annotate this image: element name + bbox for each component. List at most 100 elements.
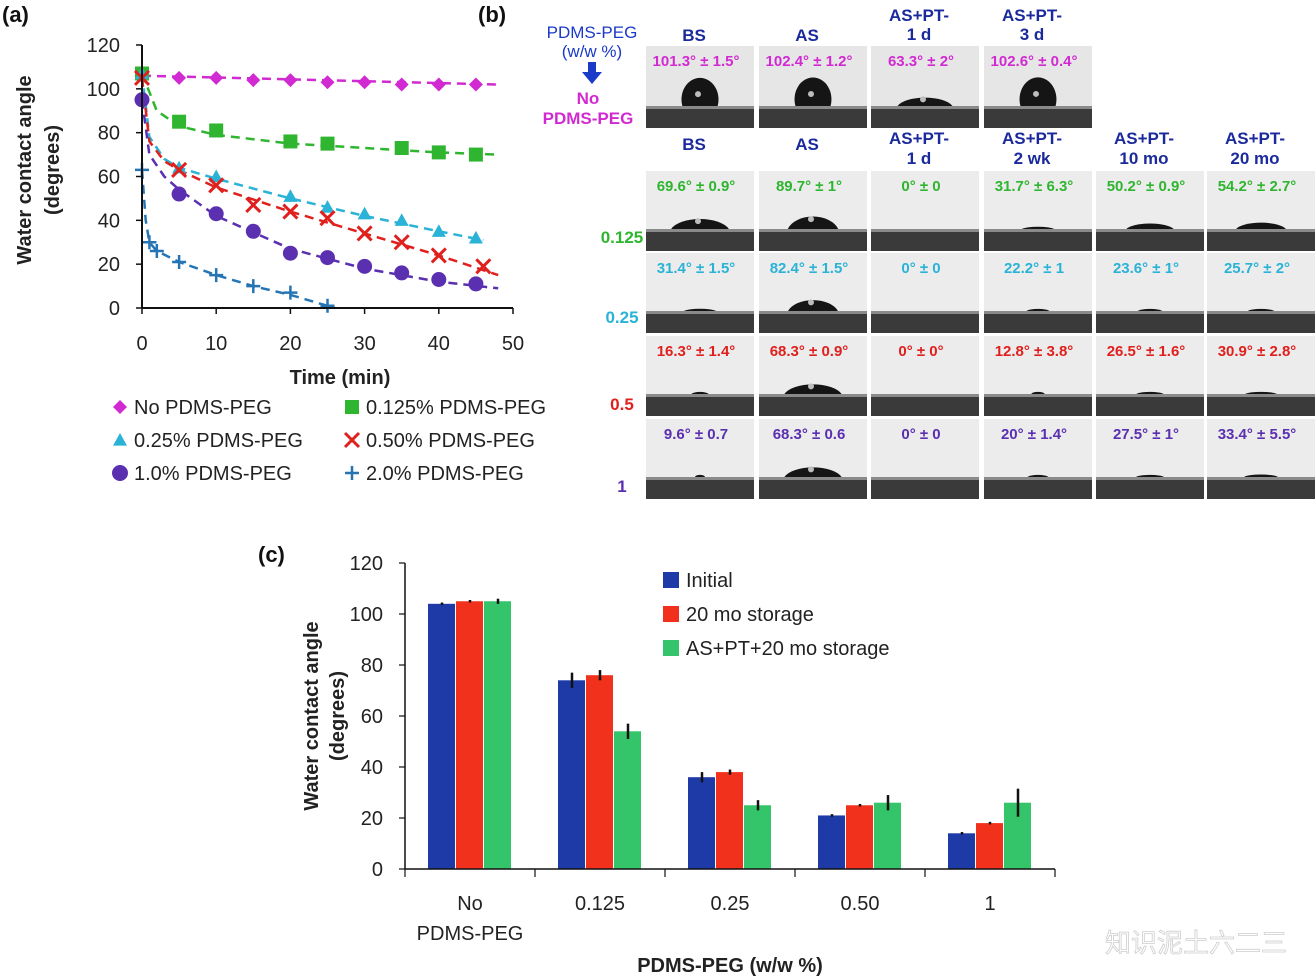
panel-a-data-point [475, 258, 492, 275]
contact-angle-value: 0° ± 0 [901, 260, 940, 277]
water-droplet [1021, 226, 1055, 229]
column-header: 1 d [907, 25, 932, 44]
substrate-edge [1096, 477, 1204, 480]
contact-angle-value: 23.6° ± 1° [1113, 260, 1179, 277]
bar [688, 777, 715, 869]
panel-a-data-point [393, 234, 410, 251]
panel-a-data-point [209, 268, 224, 283]
column-header: BS [682, 135, 706, 154]
legend-marker [113, 400, 127, 414]
droplet-highlight [808, 216, 814, 223]
water-droplet [794, 77, 832, 106]
contact-angle-value: 89.7° ± 1° [776, 178, 842, 195]
panel-a-data-point [320, 298, 335, 313]
contact-angle-value: 68.3° ± 0.6 [773, 426, 846, 443]
panel-a-data-point [171, 186, 187, 202]
panel-c-category-label: 0.25 [711, 893, 750, 915]
row-label: 1 [617, 477, 626, 496]
panel-a-data-point [319, 210, 336, 227]
substrate [1096, 477, 1204, 499]
panel-a-y-tick-label: 100 [87, 79, 120, 101]
water-droplet [784, 384, 842, 394]
water-droplet [671, 219, 729, 229]
column-header: AS+PT- [1114, 129, 1174, 148]
panel-a-legend: No PDMS-PEG 0.125% PDMS-PEG 0.25% PDMS-PEG… [112, 397, 546, 485]
panel-a-data-point [431, 77, 446, 92]
legend-label: 0.25% PDMS-PEG [134, 430, 303, 452]
panel-a-line-chart: (a) 0 20 40 60 80 100 120 0 10 20 30 40 50 Water con… [2, 2, 546, 485]
substrate-edge [871, 477, 979, 480]
substrate-edge [1096, 229, 1204, 232]
panel-a-fit-line [140, 77, 499, 277]
bar [614, 731, 641, 869]
panel-a-y-tick-label: 20 [98, 254, 120, 276]
substrate [646, 394, 754, 416]
panel-a-data-point [320, 250, 335, 266]
substrate-edge [1207, 394, 1315, 397]
substrate [759, 229, 867, 251]
legend-label: Initial [686, 570, 733, 592]
panel-a-data-point [246, 279, 261, 294]
substrate [1207, 311, 1315, 333]
bar [948, 833, 975, 869]
row-label: PDMS-PEG [543, 109, 634, 128]
panel-c-y-tick-label: 60 [361, 706, 383, 728]
water-droplet [1245, 391, 1277, 394]
pdms-peg-unit-header: (w/w %) [562, 42, 622, 61]
panel-c-y-tick-label: 20 [361, 808, 383, 830]
contact-angle-value: 12.8° ± 3.8° [995, 343, 1074, 360]
legend-marker [343, 431, 361, 449]
panel-c-y-tick-label: 120 [350, 553, 383, 575]
contact-angle-value: 16.3° ± 1.4° [657, 343, 736, 360]
substrate [1207, 229, 1315, 251]
column-header: AS+PT- [889, 129, 949, 148]
droplet-highlight [695, 91, 701, 98]
substrate-edge [1096, 394, 1204, 397]
substrate-edge [984, 106, 1092, 109]
bar [716, 772, 743, 869]
substrate [984, 229, 1092, 251]
substrate-edge [984, 477, 1092, 480]
water-droplet [1026, 308, 1050, 311]
legend-label: AS+PT+20 mo storage [686, 638, 889, 660]
substrate [1096, 311, 1204, 333]
panel-a-data-point [357, 75, 372, 90]
substrate [646, 106, 754, 128]
legend-marker [112, 465, 128, 481]
water-droplet [683, 308, 717, 311]
substrate [871, 229, 979, 251]
bar [586, 675, 613, 869]
panel-c-y-tick-label: 100 [350, 604, 383, 626]
column-header: BS [682, 26, 706, 45]
panel-a-data-point [172, 114, 187, 129]
panel-a-data-point [282, 245, 298, 261]
bar [846, 805, 873, 869]
contact-angle-value: 0° ± 0 [901, 426, 940, 443]
legend-marker [345, 400, 359, 414]
contact-angle-value: 68.3° ± 0.9° [770, 343, 849, 360]
panel-a-data-point [431, 224, 446, 237]
panel-a-data-point [142, 235, 157, 250]
substrate [871, 311, 979, 333]
water-droplet [1126, 223, 1174, 229]
water-droplet [1136, 391, 1164, 394]
panel-c-category-label: 0.125 [575, 893, 625, 915]
panel-a-x-tick-label: 30 [353, 333, 375, 355]
contact-angle-value: 102.6° ± 0.4° [991, 53, 1078, 70]
water-droplet [1027, 474, 1049, 477]
column-header: 2 wk [1014, 149, 1051, 168]
legend-marker [345, 466, 359, 480]
legend-marker [113, 433, 127, 446]
panel-a-data-point [356, 225, 373, 242]
water-droplet [784, 467, 842, 477]
panel-a-data-point [468, 77, 483, 92]
panel-a-y-axis-title: Water contact angle [14, 75, 36, 264]
panel-a-data-point [468, 276, 484, 292]
substrate-edge [646, 311, 754, 314]
contact-angle-value: 31.4° ± 1.5° [657, 260, 736, 277]
panel-c-bar-chart: (c) 0 20 40 60 80 100 120 No PDMS-PEG 0.125 0.25 0.… [258, 542, 1056, 977]
water-droplet [1019, 77, 1057, 106]
substrate [759, 106, 867, 128]
substrate-edge [984, 394, 1092, 397]
